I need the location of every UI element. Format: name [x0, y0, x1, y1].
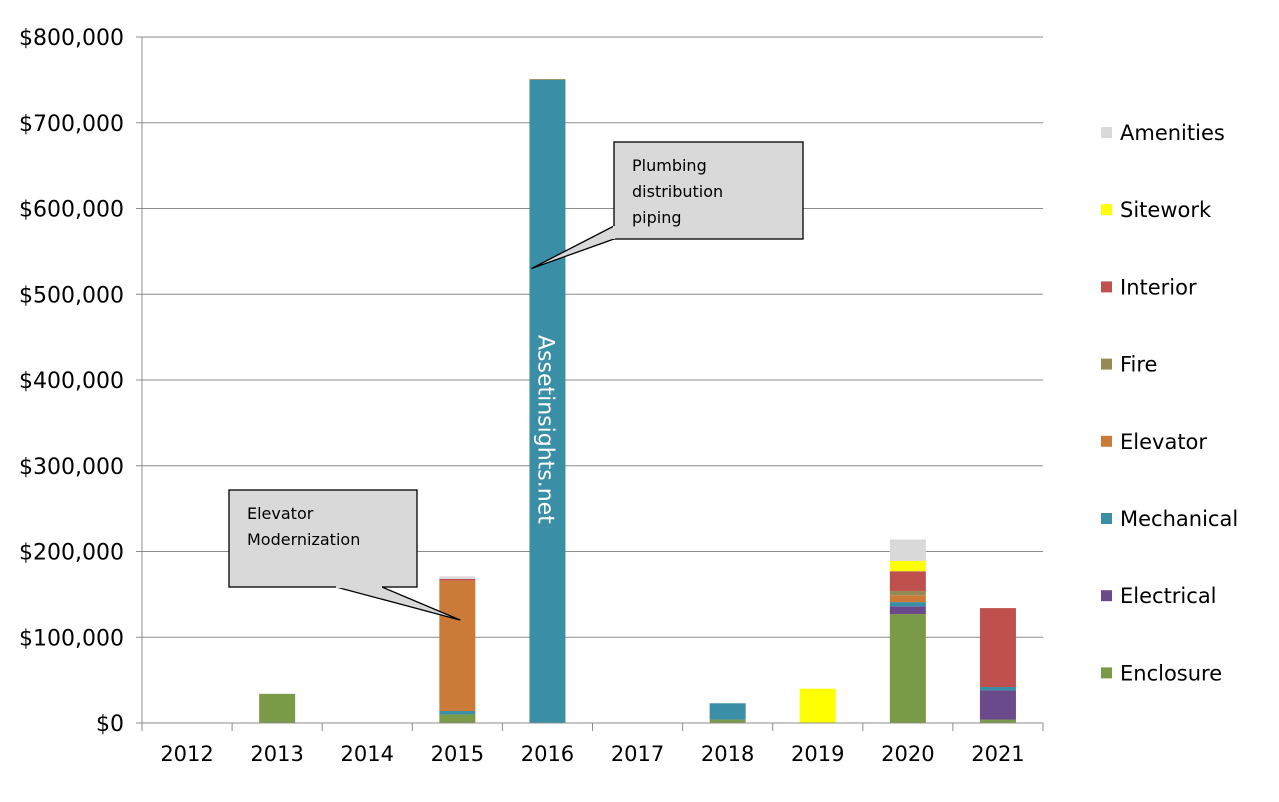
bars [259, 79, 1016, 723]
bar-segment-enclosure-2021 [979, 719, 1016, 723]
legend-swatch-enclosure [1101, 667, 1112, 679]
legend-label-amenities: Amenities [1120, 121, 1225, 145]
bar-segment-elevator-2015 [439, 580, 476, 711]
bar-segment-amenities-2015 [439, 576, 476, 579]
legend-swatch-elevator [1101, 435, 1112, 447]
bar-segment-fire-2020 [889, 590, 926, 596]
legend-label-interior: Interior [1120, 275, 1197, 299]
x-tick-label: 2014 [341, 742, 394, 766]
legend-swatch-mechanical [1101, 513, 1112, 524]
bar-segment-enclosure-2015 [439, 714, 476, 723]
x-tick-label: 2016 [521, 742, 574, 766]
legend-label-electrical: Electrical [1120, 584, 1217, 608]
bar-segment-enclosure-2020 [889, 614, 926, 723]
x-tick-label: 2020 [881, 742, 934, 766]
bar-segment-interior-2015 [439, 578, 476, 581]
callout-text: Modernization [247, 530, 360, 549]
x-tick-label: 2015 [431, 742, 484, 766]
legend-swatch-fire [1101, 358, 1112, 370]
bar-segment-mechanical-2021 [979, 686, 1016, 691]
callouts: Elevator Modernization Plumbing distributio… [228, 141, 804, 621]
legend-label-enclosure: Enclosure [1120, 661, 1222, 685]
bar-segment-mechanical-2016 [529, 79, 566, 723]
x-tick-label: 2013 [250, 742, 303, 766]
x-tick-label: 2017 [611, 742, 664, 766]
legend: Amenities Sitework Interior Fire Elevator Mec… [1101, 121, 1238, 685]
x-tick-label: 2019 [791, 742, 844, 766]
legend-label-mechanical: Mechanical [1120, 507, 1238, 531]
callout-box [613, 141, 804, 240]
callout-text: piping [632, 208, 682, 227]
bar-segment-mechanical-2015 [439, 710, 476, 715]
bar-segment-mechanical-2018 [709, 703, 746, 720]
callout-text: Elevator [247, 504, 314, 523]
y-tick-label: $500,000 [19, 283, 124, 308]
watermark-text: Assetinsights.net [532, 335, 557, 524]
y-tick-label: $100,000 [19, 626, 124, 651]
legend-label-fire: Fire [1120, 353, 1157, 377]
callout-box [228, 489, 418, 588]
callout-text: distribution [632, 182, 723, 201]
x-tick-label: 2018 [701, 742, 754, 766]
y-tick-label: $700,000 [19, 112, 124, 137]
bar-segment-electrical-2021 [979, 690, 1016, 720]
y-tick-label: $400,000 [19, 369, 124, 394]
legend-swatch-sitework [1101, 204, 1112, 216]
y-tick-label: $800,000 [19, 26, 124, 51]
legend-swatch-electrical [1101, 590, 1112, 602]
bar-segment-fire-2016 [529, 79, 566, 80]
y-tick-label: $300,000 [19, 455, 124, 480]
legend-swatch-amenities [1101, 127, 1112, 138]
bar-segment-interior-2020 [889, 571, 926, 591]
callout-text: Plumbing [632, 156, 707, 175]
x-tick-labels: 2012 2013 2014 2015 2016 2017 2018 2019 2020 2021 [160, 742, 1024, 766]
callout-1: Elevator Modernization [228, 489, 461, 621]
legend-label-sitework: Sitework [1120, 198, 1212, 222]
bar-segment-amenities-2020 [889, 539, 926, 561]
bar-segment-interior-2021 [979, 608, 1016, 687]
y-tick-label: $0 [96, 712, 124, 737]
y-tick-labels: $0 $100,000 $200,000 $300,000 $400,000 $500,0… [19, 26, 124, 737]
y-tick-label: $200,000 [19, 541, 124, 566]
bar-segment-sitework-2020 [889, 560, 926, 572]
bar-segment-enclosure-2013 [259, 693, 296, 723]
bar-segment-elevator-2020 [889, 595, 926, 603]
x-tick-label: 2012 [160, 742, 213, 766]
callout-2: Plumbing distribution piping [531, 141, 804, 270]
axes [136, 36, 1044, 731]
bar-segment-enclosure-2018 [709, 719, 746, 723]
bar-segment-electrical-2020 [889, 606, 926, 615]
bar-segment-mechanical-2020 [889, 602, 926, 607]
x-tick-label: 2021 [971, 742, 1024, 766]
bar-segment-sitework-2019 [799, 688, 836, 723]
y-tick-label: $600,000 [19, 198, 124, 223]
legend-swatch-interior [1101, 281, 1112, 293]
legend-label-elevator: Elevator [1120, 430, 1207, 454]
